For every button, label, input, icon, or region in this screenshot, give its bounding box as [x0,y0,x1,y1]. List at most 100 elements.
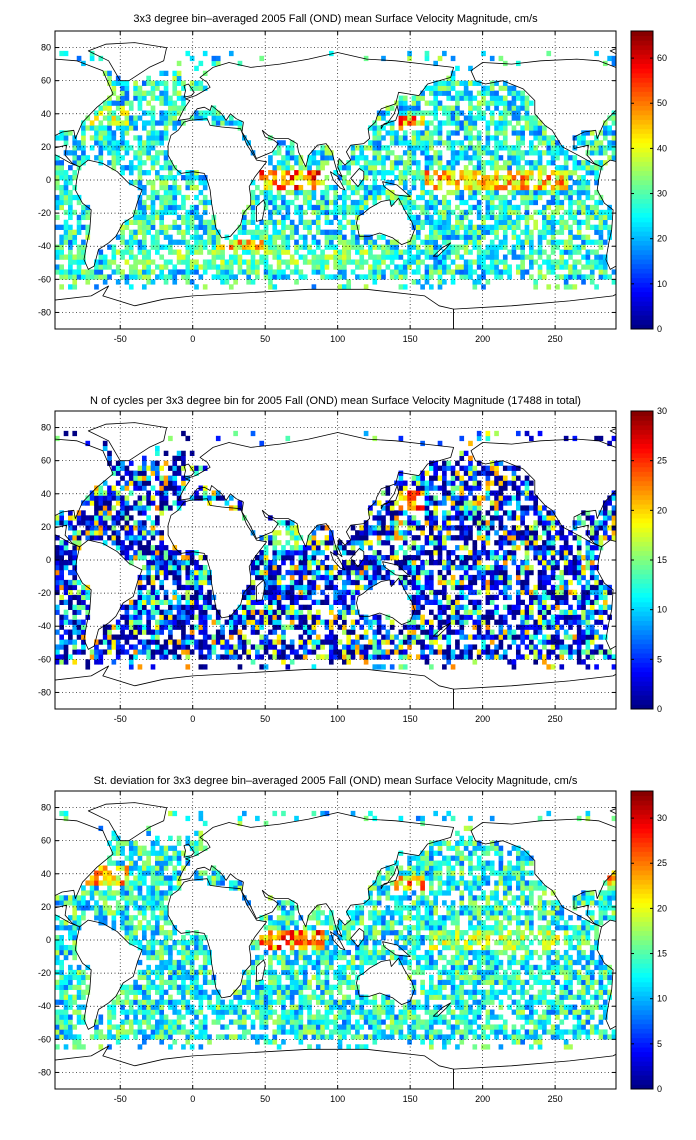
heatmap-cell [72,234,78,240]
heatmap-cell [476,599,482,605]
heatmap-cell [98,505,104,511]
heatmap-cell [381,244,386,250]
heatmap-cell [515,145,521,151]
heatmap-cell [324,160,330,166]
heatmap-cell [446,254,452,260]
heatmap-cell [59,579,64,586]
heatmap-cell [141,525,147,531]
heatmap-cell [76,229,82,235]
heatmap-cell [272,219,278,225]
heatmap-cell [55,180,60,186]
heatmap-cell [102,495,108,501]
heatmap-cell [389,269,395,275]
heatmap-cell [411,515,417,521]
heatmap-cell [298,560,304,566]
heatmap-cell [342,619,347,625]
heatmap-cell [141,455,147,461]
heatmap-cell [163,165,169,171]
heatmap-cell [328,540,334,546]
heatmap-cell [476,470,482,476]
heatmap-cell [524,224,530,230]
heatmap-cell [376,555,382,561]
heatmap-cell [168,614,173,620]
heatmap-cell [250,604,256,610]
heatmap-cell [433,150,438,156]
heatmap-cell [294,170,299,176]
heatmap-cell [250,209,256,216]
heatmap-cell [376,184,382,191]
heatmap-cell [529,120,534,126]
heatmap-cell [311,175,317,181]
heatmap-cell [285,234,291,240]
heatmap-cell [468,115,473,121]
heatmap-cell [568,274,573,280]
heatmap-cell [289,564,295,571]
heatmap-cell [407,199,412,206]
heatmap-cell [272,194,278,201]
heatmap-cell [463,80,469,86]
heatmap-cell [298,589,304,596]
heatmap-cell [350,545,356,551]
heatmap-cell [389,649,395,655]
heatmap-cell [368,525,373,531]
heatmap-cell [463,530,469,536]
heatmap-cell [320,199,325,206]
heatmap-cell [524,180,530,186]
heatmap-cell [228,244,234,250]
heatmap-cell [463,654,469,660]
heatmap-cell [202,569,208,576]
heatmap-cell [342,214,347,221]
heatmap-cell [68,599,73,605]
heatmap-cell [537,120,543,126]
heatmap-cell [120,540,125,546]
heatmap-cell [385,555,391,561]
heatmap-cell [328,629,334,635]
heatmap-cell [72,284,78,290]
heatmap-cell [120,234,125,240]
heatmap-cell [389,664,395,670]
heatmap-cell [85,155,91,161]
heatmap-cell [128,234,134,240]
heatmap-cell [463,120,469,126]
heatmap-cell [211,115,217,121]
heatmap-cell [298,175,304,181]
heatmap-cell [576,209,582,216]
heatmap-cell [411,180,417,186]
heatmap-cell [437,160,443,166]
heatmap-cell [411,184,417,191]
heatmap-cell [511,130,517,136]
heatmap-cell [194,569,199,576]
heatmap-cell [302,649,308,655]
heatmap-cell [385,574,391,581]
heatmap-cell [481,115,486,121]
heatmap-cell [537,155,543,161]
heatmap-cell [433,639,438,645]
heatmap-cell [459,619,465,625]
heatmap-cell [220,654,225,660]
heatmap-cell [194,229,199,235]
heatmap-cell [128,505,134,511]
heatmap-cell [355,535,360,541]
heatmap-cell [133,599,138,605]
heatmap-cell [472,465,478,471]
x-tick-label: 250 [548,334,563,344]
heatmap-cell [176,269,182,275]
heatmap-cell [137,599,143,605]
heatmap-cell [359,244,365,250]
heatmap-cell [429,194,434,201]
heatmap-cell [442,279,447,285]
heatmap-cell [589,204,595,211]
heatmap-cell [446,460,452,466]
heatmap-cell [285,170,291,176]
heatmap-cell [476,229,482,235]
heatmap-cell [455,535,460,541]
heatmap-cell [215,110,221,116]
heatmap-cell [337,160,343,166]
heatmap-cell [437,90,443,96]
heatmap-cell [263,254,269,260]
heatmap-cell [459,485,465,491]
heatmap-cell [459,589,465,596]
heatmap-cell [472,229,478,235]
heatmap-cell [68,209,73,216]
heatmap-cell [133,125,138,131]
